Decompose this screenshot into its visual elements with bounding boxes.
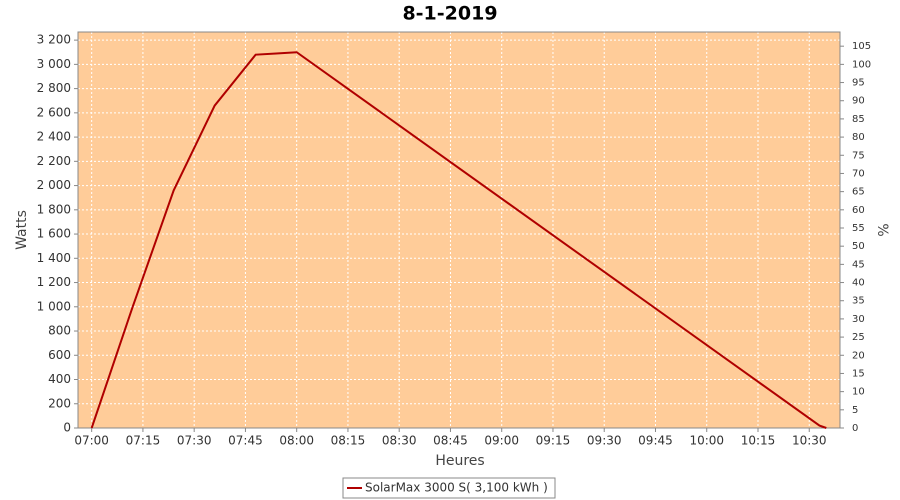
y2-tick-label: 15 xyxy=(852,368,865,379)
y2-tick-label: 85 xyxy=(852,114,865,125)
y2-tick-label: 90 xyxy=(852,96,865,107)
x-tick-label: 10:30 xyxy=(792,434,827,448)
y2-tick-label: 70 xyxy=(852,168,865,179)
y2-tick-label: 0 xyxy=(852,423,858,434)
x-tick-label: 10:15 xyxy=(741,434,776,448)
y-tick-label: 1 200 xyxy=(37,275,71,289)
y-tick-label: 1 400 xyxy=(37,251,71,265)
y2-tick-label: 25 xyxy=(852,332,865,343)
y2-axis-title: % xyxy=(874,223,890,236)
y-tick-label: 1 600 xyxy=(37,227,71,241)
x-tick-label: 07:15 xyxy=(126,434,161,448)
y2-tick-label: 40 xyxy=(852,278,865,289)
x-axis-title: Heures xyxy=(435,453,484,469)
y2-tick-label: 30 xyxy=(852,314,865,325)
y-tick-label: 2 000 xyxy=(37,178,71,192)
y2-tick-label: 50 xyxy=(852,241,865,252)
y2-tick-label: 75 xyxy=(852,150,865,161)
x-tick-label: 09:30 xyxy=(587,434,622,448)
y2-tick-label: 105 xyxy=(852,41,871,52)
y2-tick-label: 45 xyxy=(852,259,865,270)
x-tick-label: 07:00 xyxy=(74,434,109,448)
y-tick-label: 600 xyxy=(48,348,71,362)
y2-tick-label: 100 xyxy=(852,59,871,70)
y-tick-label: 800 xyxy=(48,324,71,338)
y-tick-label: 1 000 xyxy=(37,299,71,313)
x-tick-label: 07:45 xyxy=(228,434,263,448)
y-tick-label: 2 600 xyxy=(37,105,71,119)
legend-box xyxy=(342,477,556,499)
y-tick-label: 3 000 xyxy=(37,57,71,71)
x-tick-label: 08:15 xyxy=(331,434,366,448)
y2-tick-label: 55 xyxy=(852,223,865,234)
series-line xyxy=(90,51,827,429)
y2-tick-label: 80 xyxy=(852,132,865,143)
y2-tick-label: 95 xyxy=(852,78,865,89)
y-tick-label: 400 xyxy=(48,372,71,386)
y-tick-label: 200 xyxy=(48,396,71,410)
y2-tick-label: 20 xyxy=(852,350,865,361)
y2-tick-label: 65 xyxy=(852,187,865,198)
x-tick-label: 08:30 xyxy=(382,434,417,448)
y2-tick-label: 5 xyxy=(852,405,858,416)
y2-tick-label: 60 xyxy=(852,205,865,216)
y-tick-label: 2 800 xyxy=(37,81,71,95)
x-tick-label: 10:00 xyxy=(689,434,724,448)
x-tick-label: 08:45 xyxy=(433,434,468,448)
y-tick-label: 2 400 xyxy=(37,130,71,144)
legend-label: SolarMax 3000 S( 3,100 kWh ) xyxy=(365,481,548,495)
y-tick-label: 2 200 xyxy=(37,154,71,168)
x-tick-label: 09:15 xyxy=(536,434,571,448)
plot-background xyxy=(77,31,841,429)
y-tick-label: 0 xyxy=(63,421,71,435)
x-tick-label: 09:45 xyxy=(638,434,673,448)
x-tick-label: 09:00 xyxy=(484,434,519,448)
x-tick-label: 07:30 xyxy=(177,434,212,448)
chart-title: 8-1-2019 xyxy=(402,3,497,25)
y-tick-label: 3 200 xyxy=(37,33,71,47)
y2-tick-label: 10 xyxy=(852,387,865,398)
y-tick-label: 1 800 xyxy=(37,202,71,216)
x-tick-label: 08:00 xyxy=(279,434,314,448)
plot-border xyxy=(77,31,841,429)
y2-tick-label: 35 xyxy=(852,296,865,307)
y-axis-title: Watts xyxy=(14,210,30,250)
